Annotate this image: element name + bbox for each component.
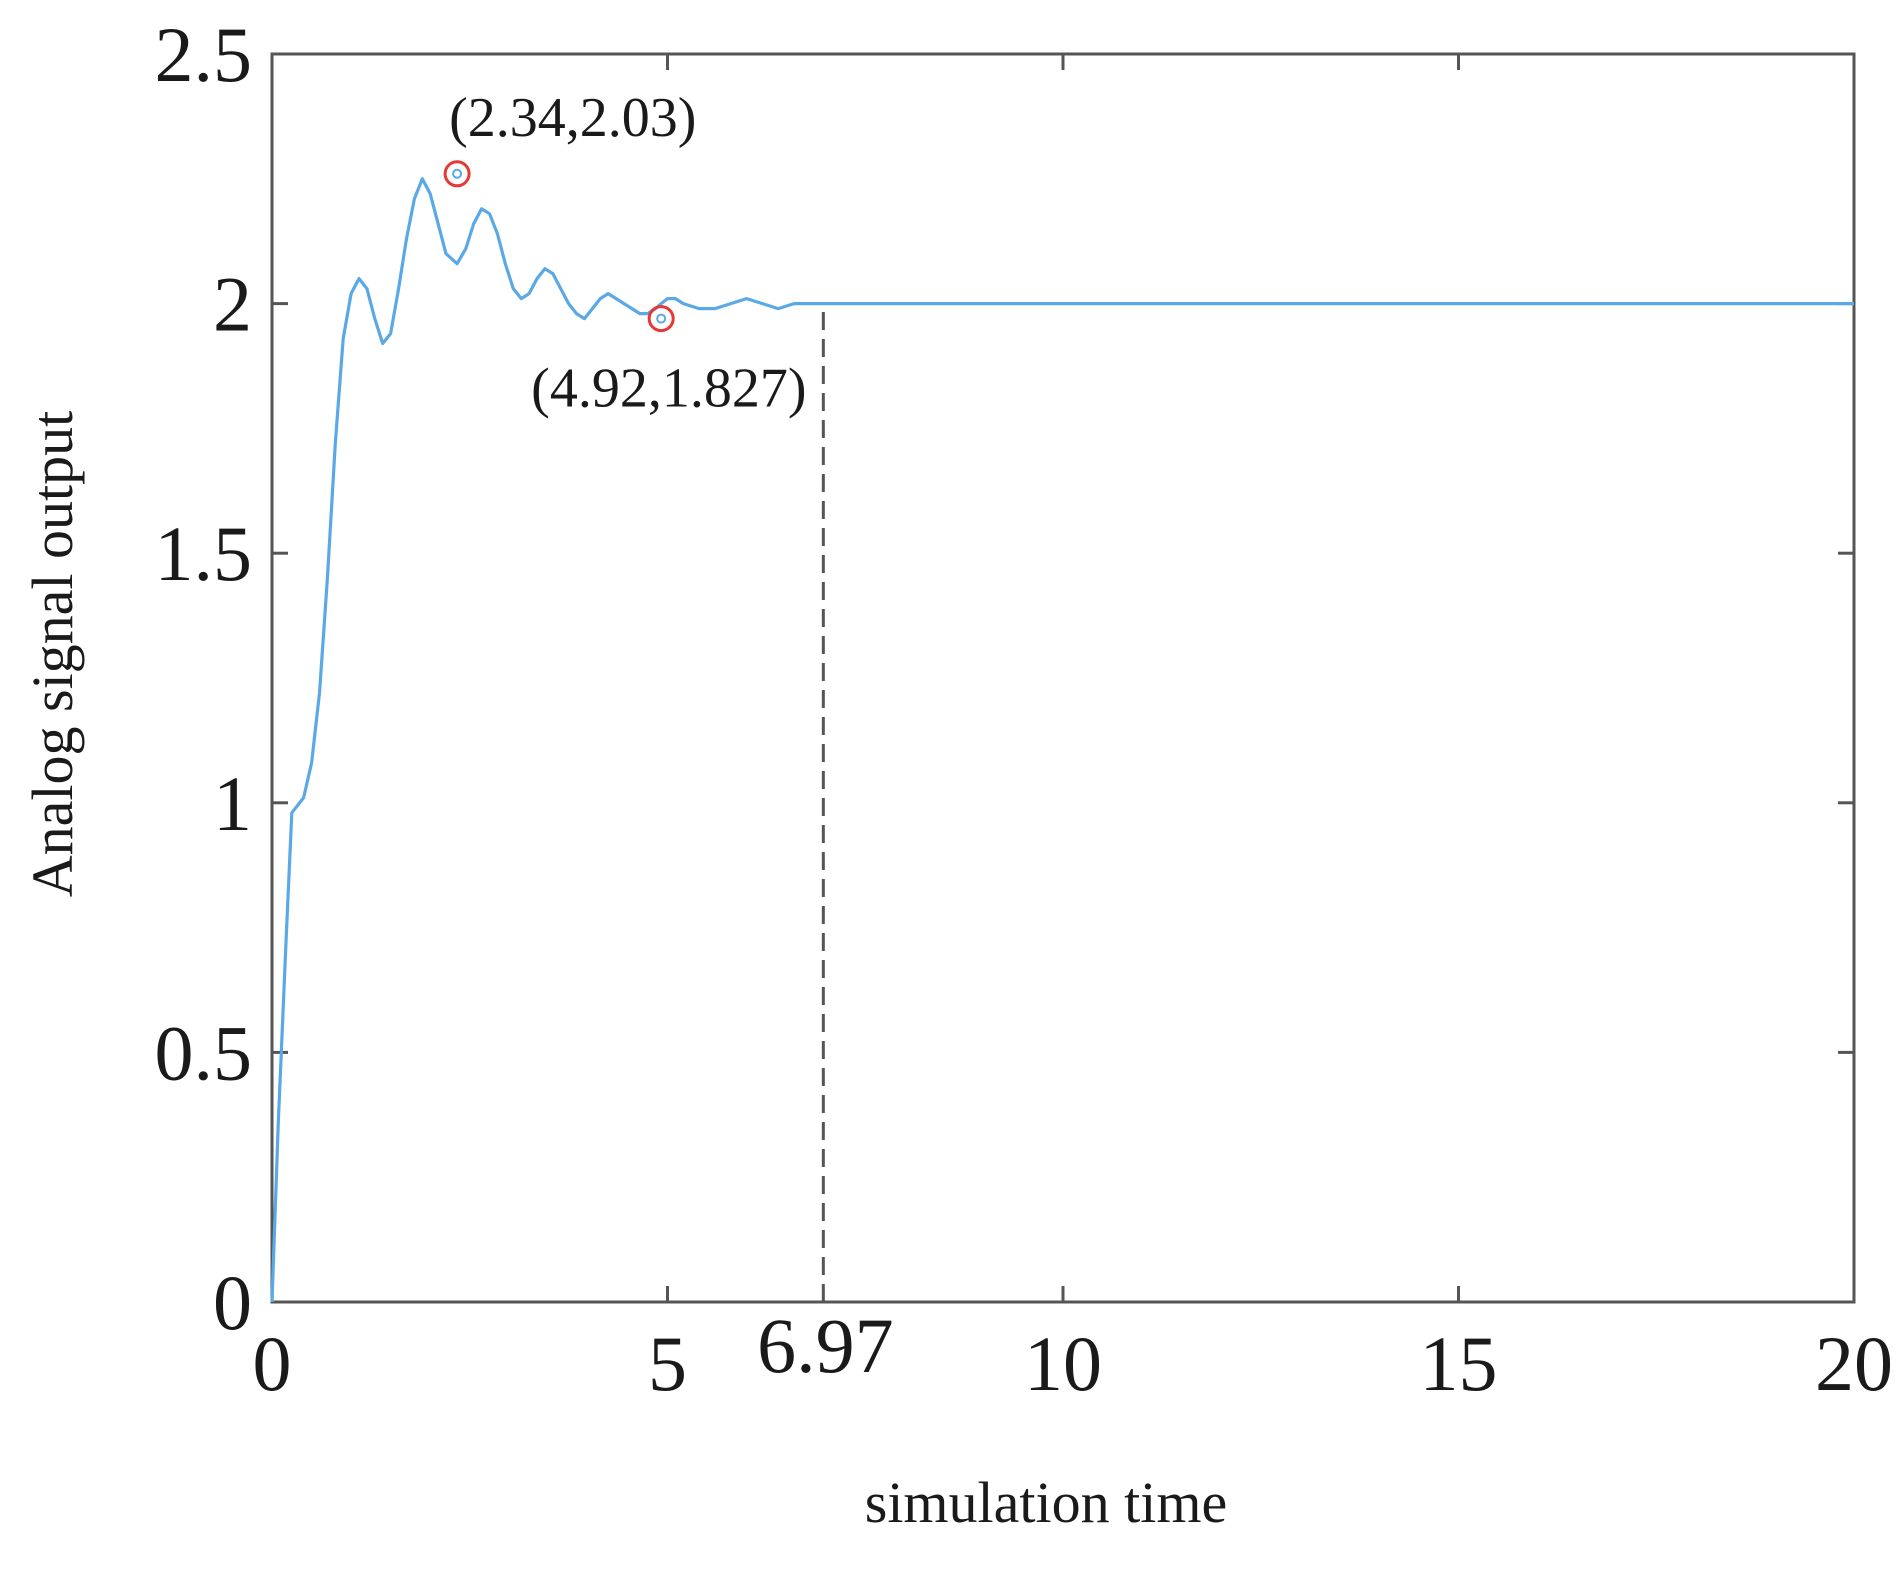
valley-annotation: (4.92,1.827) [531,358,806,420]
y-tick-label: 2.5 [155,11,253,98]
plot-frame [270,52,1856,1304]
y-tick-label: 1.5 [155,510,253,597]
x-tick-label: 20 [1815,1320,1893,1407]
x-tick-label: 15 [1420,1320,1498,1407]
x-tick-label: 0 [253,1320,292,1407]
peak-marker [443,160,471,188]
marker-center-point [656,313,667,324]
peak-annotation: (2.34,2.03) [449,87,696,149]
y-tick-label: 0 [213,1259,252,1346]
y-tick-label: 0.5 [155,1009,253,1096]
y-tick-label: 1 [213,760,252,847]
y-tick-label: 2 [213,261,252,348]
settling-time-label: 6.97 [757,1302,894,1389]
x-tick-label: 10 [1024,1320,1102,1407]
x-axis-label: simulation time [865,1470,1227,1535]
response-curve [270,177,1854,1303]
valley-marker [647,305,675,333]
marker-center-point [452,168,463,179]
y-axis-label: Analog signal output [20,411,85,898]
x-tick-label: 5 [648,1320,687,1407]
